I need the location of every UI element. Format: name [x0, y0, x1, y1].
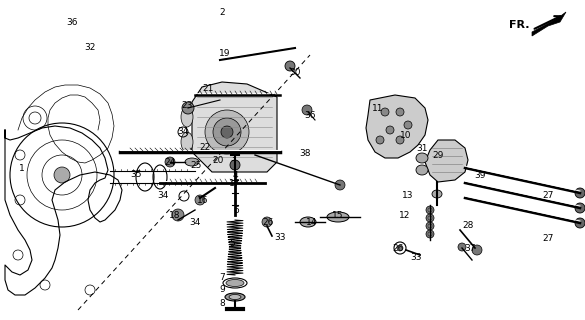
Circle shape	[426, 222, 434, 230]
Circle shape	[396, 136, 404, 144]
Circle shape	[205, 110, 249, 154]
Text: 20: 20	[212, 156, 223, 164]
Text: 9: 9	[219, 285, 225, 294]
Text: 15: 15	[332, 211, 344, 220]
Circle shape	[172, 209, 184, 221]
Polygon shape	[425, 140, 468, 182]
Circle shape	[426, 214, 434, 222]
Text: 13: 13	[402, 190, 414, 199]
Circle shape	[165, 157, 175, 167]
Circle shape	[262, 217, 272, 227]
Polygon shape	[192, 82, 277, 172]
Text: 25: 25	[190, 161, 202, 170]
Text: 34: 34	[190, 218, 201, 227]
Circle shape	[54, 167, 70, 183]
Circle shape	[213, 118, 241, 146]
Text: 33: 33	[274, 233, 285, 242]
Text: 39: 39	[474, 171, 486, 180]
Text: 33: 33	[410, 253, 422, 262]
Circle shape	[458, 243, 466, 251]
Circle shape	[182, 102, 194, 114]
Circle shape	[376, 136, 384, 144]
Text: 26: 26	[393, 244, 404, 252]
Ellipse shape	[181, 132, 193, 152]
Text: 11: 11	[372, 103, 384, 113]
Circle shape	[221, 126, 233, 138]
Circle shape	[195, 195, 205, 205]
Ellipse shape	[225, 293, 245, 301]
Text: 24: 24	[164, 157, 176, 166]
Circle shape	[230, 160, 240, 170]
Circle shape	[426, 206, 434, 214]
Text: 32: 32	[84, 43, 96, 52]
Text: 7: 7	[219, 273, 225, 282]
Ellipse shape	[229, 294, 241, 300]
Ellipse shape	[300, 217, 316, 227]
Text: 38: 38	[300, 148, 311, 157]
Text: 29: 29	[432, 150, 443, 159]
Circle shape	[396, 108, 404, 116]
Text: 10: 10	[400, 131, 412, 140]
Polygon shape	[366, 95, 428, 158]
Text: 3: 3	[230, 154, 236, 163]
Text: 16: 16	[197, 196, 209, 204]
Ellipse shape	[416, 165, 428, 175]
Text: 14: 14	[307, 218, 318, 227]
Text: 23: 23	[181, 100, 192, 109]
Ellipse shape	[432, 190, 442, 198]
Text: 28: 28	[462, 220, 474, 229]
Circle shape	[472, 245, 482, 255]
Text: 8: 8	[219, 300, 225, 308]
Text: 36: 36	[66, 18, 78, 27]
Circle shape	[575, 188, 585, 198]
Text: 2: 2	[219, 7, 225, 17]
Text: 37: 37	[464, 244, 476, 252]
Text: 34: 34	[157, 190, 168, 199]
Circle shape	[428, 208, 432, 212]
Text: 26: 26	[262, 218, 274, 227]
Text: 36: 36	[304, 110, 316, 119]
Text: 30: 30	[289, 68, 301, 76]
Text: 18: 18	[169, 211, 181, 220]
Text: 34: 34	[177, 126, 189, 135]
Circle shape	[302, 105, 312, 115]
Text: 35: 35	[130, 170, 142, 179]
Circle shape	[426, 230, 434, 238]
Text: 27: 27	[542, 234, 553, 243]
Circle shape	[428, 224, 432, 228]
Circle shape	[381, 108, 389, 116]
Polygon shape	[532, 12, 566, 36]
Circle shape	[428, 232, 432, 236]
Text: 21: 21	[202, 84, 214, 92]
Text: FR.: FR.	[510, 20, 530, 30]
Text: 5: 5	[229, 238, 235, 247]
Ellipse shape	[416, 153, 428, 163]
Ellipse shape	[181, 107, 193, 127]
Circle shape	[404, 121, 412, 129]
Text: 27: 27	[542, 190, 553, 199]
Text: 19: 19	[219, 49, 230, 58]
Circle shape	[397, 245, 403, 251]
Circle shape	[428, 216, 432, 220]
Text: 22: 22	[199, 142, 211, 151]
Circle shape	[575, 218, 585, 228]
Text: 17: 17	[229, 179, 241, 188]
Text: 4: 4	[232, 171, 238, 180]
Ellipse shape	[327, 212, 349, 222]
Text: 1: 1	[19, 164, 25, 172]
Text: 31: 31	[417, 143, 428, 153]
Circle shape	[386, 126, 394, 134]
Ellipse shape	[185, 158, 199, 166]
Text: 6: 6	[233, 205, 239, 214]
Text: 12: 12	[400, 211, 411, 220]
Circle shape	[285, 61, 295, 71]
Circle shape	[335, 180, 345, 190]
Circle shape	[575, 203, 585, 213]
Ellipse shape	[226, 279, 244, 286]
